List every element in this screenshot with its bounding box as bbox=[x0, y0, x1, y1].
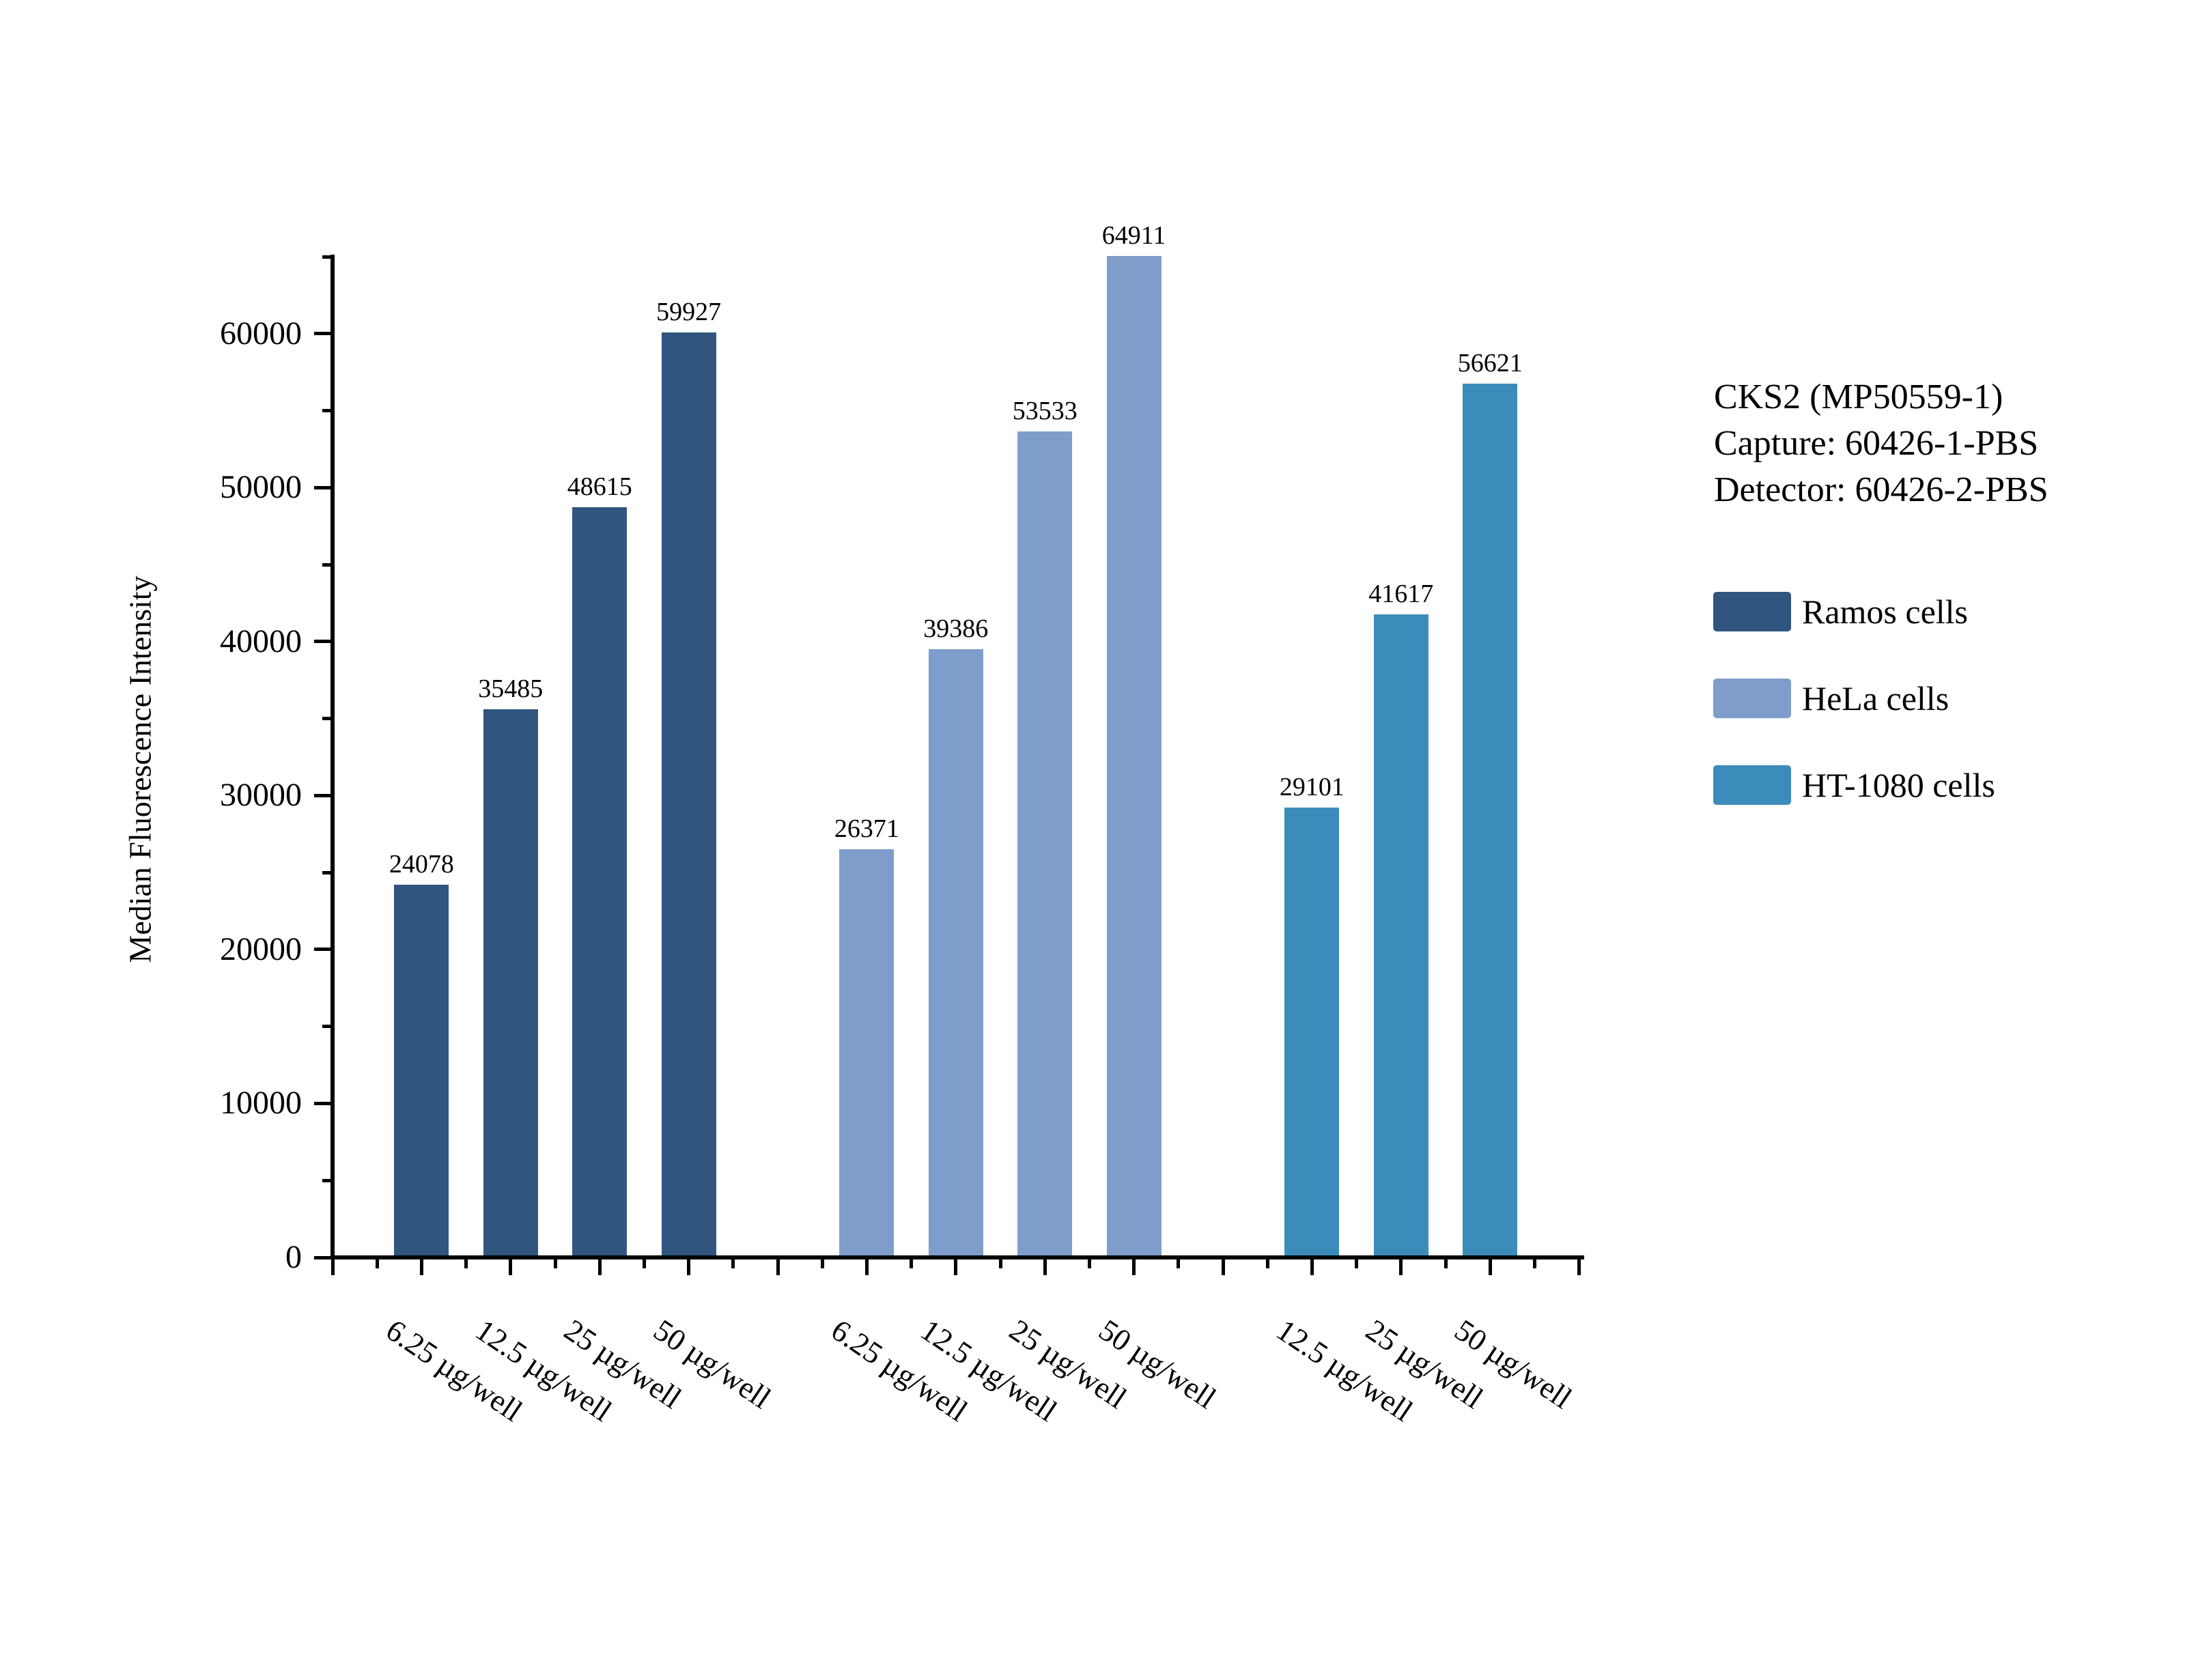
x-major-tick bbox=[1399, 1259, 1403, 1275]
x-major-tick bbox=[419, 1259, 423, 1275]
bar-hela-cells-3 bbox=[1106, 256, 1162, 1255]
y-minor-tick bbox=[322, 1178, 330, 1182]
bar-hela-cells-1 bbox=[928, 649, 983, 1255]
legend-item: Ramos cells bbox=[1713, 592, 1995, 631]
bar-ht-1080-cells-0 bbox=[1284, 807, 1340, 1255]
bar-value-label: 39386 bbox=[923, 614, 989, 643]
y-tick-label: 40000 bbox=[220, 623, 302, 659]
legend: Ramos cells HeLa cells HT-1080 cells bbox=[1713, 592, 1995, 852]
x-major-tick bbox=[330, 1259, 335, 1275]
bar-ht-1080-cells-1 bbox=[1373, 614, 1428, 1255]
x-major-tick bbox=[597, 1259, 602, 1275]
bar-value-label: 59927 bbox=[656, 298, 722, 327]
x-major-tick bbox=[776, 1259, 780, 1275]
bar-ramos-cells-3 bbox=[661, 332, 716, 1255]
y-minor-tick bbox=[322, 870, 330, 874]
x-minor-tick bbox=[642, 1259, 646, 1268]
legend-label: HeLa cells bbox=[1802, 679, 1949, 717]
x-major-tick bbox=[864, 1259, 869, 1275]
x-minor-tick bbox=[731, 1259, 735, 1268]
y-major-tick bbox=[314, 1255, 330, 1259]
x-minor-tick bbox=[1177, 1259, 1181, 1268]
bar-value-label: 29101 bbox=[1279, 772, 1345, 801]
y-tick-label: 30000 bbox=[220, 777, 302, 814]
x-minor-tick bbox=[464, 1259, 468, 1268]
y-major-tick bbox=[314, 948, 330, 952]
x-major-tick bbox=[1132, 1259, 1136, 1275]
x-major-tick bbox=[1577, 1259, 1581, 1275]
bar-value-label: 35485 bbox=[478, 674, 544, 703]
x-minor-tick bbox=[820, 1259, 824, 1268]
x-axis-line bbox=[330, 1255, 1584, 1259]
y-minor-tick bbox=[322, 255, 330, 259]
y-tick-label: 20000 bbox=[220, 930, 302, 967]
x-major-tick bbox=[1221, 1259, 1225, 1275]
legend-label: HT-1080 cells bbox=[1802, 766, 1995, 804]
y-axis-line bbox=[330, 255, 335, 1259]
bar-value-label: 48615 bbox=[567, 472, 632, 501]
x-major-tick bbox=[1043, 1259, 1047, 1275]
bar-value-label: 26371 bbox=[834, 814, 899, 844]
x-major-tick bbox=[1488, 1259, 1492, 1275]
annotation-block: CKS2 (MP50559-1) Capture: 60426-1-PBS De… bbox=[1714, 374, 2049, 513]
y-major-tick bbox=[314, 485, 330, 489]
annotation-line-capture: Capture: 60426-1-PBS bbox=[1714, 424, 2039, 463]
bar-hela-cells-2 bbox=[1017, 431, 1073, 1255]
x-major-tick bbox=[1310, 1259, 1314, 1275]
x-major-tick bbox=[954, 1259, 958, 1275]
legend-swatch bbox=[1713, 679, 1791, 718]
y-minor-tick bbox=[322, 563, 330, 567]
bar-ramos-cells-2 bbox=[572, 507, 628, 1255]
bar-ramos-cells-0 bbox=[394, 884, 449, 1255]
y-major-tick bbox=[314, 640, 330, 644]
legend-item: HeLa cells bbox=[1713, 679, 1995, 718]
y-minor-tick bbox=[322, 717, 330, 721]
bar-ramos-cells-1 bbox=[483, 709, 538, 1255]
y-major-tick bbox=[314, 793, 330, 797]
annotation-line-target: CKS2 (MP50559-1) bbox=[1714, 378, 2003, 416]
y-major-tick bbox=[314, 332, 330, 336]
legend-swatch bbox=[1713, 765, 1791, 805]
bar-value-label: 64911 bbox=[1101, 221, 1166, 250]
x-minor-tick bbox=[375, 1259, 379, 1268]
bar-hela-cells-0 bbox=[839, 849, 895, 1255]
x-major-tick bbox=[509, 1259, 513, 1275]
y-axis-label: Median Fluorescence Intensity bbox=[122, 575, 158, 963]
x-minor-tick bbox=[1087, 1259, 1091, 1268]
y-minor-tick bbox=[322, 409, 330, 413]
x-minor-tick bbox=[1532, 1259, 1536, 1268]
y-minor-tick bbox=[322, 1025, 330, 1029]
y-tick-label: 0 bbox=[285, 1239, 302, 1275]
y-major-tick bbox=[314, 1101, 330, 1105]
x-major-tick bbox=[687, 1259, 691, 1275]
x-minor-tick bbox=[910, 1259, 914, 1268]
x-minor-tick bbox=[553, 1259, 557, 1268]
bar-value-label: 56621 bbox=[1457, 348, 1523, 378]
legend-label: Ramos cells bbox=[1802, 593, 1969, 631]
bar-value-label: 24078 bbox=[389, 849, 454, 879]
y-tick-label: 60000 bbox=[220, 315, 302, 352]
annotation-line-detector: Detector: 60426-2-PBS bbox=[1714, 470, 2049, 509]
bar-ht-1080-cells-2 bbox=[1463, 383, 1518, 1255]
legend-item: HT-1080 cells bbox=[1713, 765, 1995, 805]
x-minor-tick bbox=[1265, 1259, 1269, 1268]
x-minor-tick bbox=[998, 1259, 1002, 1268]
x-minor-tick bbox=[1355, 1259, 1359, 1268]
x-minor-tick bbox=[1444, 1259, 1448, 1268]
y-tick-label: 50000 bbox=[220, 469, 302, 506]
y-tick-label: 10000 bbox=[220, 1085, 302, 1122]
legend-swatch bbox=[1713, 592, 1791, 631]
bar-value-label: 53533 bbox=[1012, 396, 1078, 425]
bar-value-label: 41617 bbox=[1368, 580, 1434, 609]
